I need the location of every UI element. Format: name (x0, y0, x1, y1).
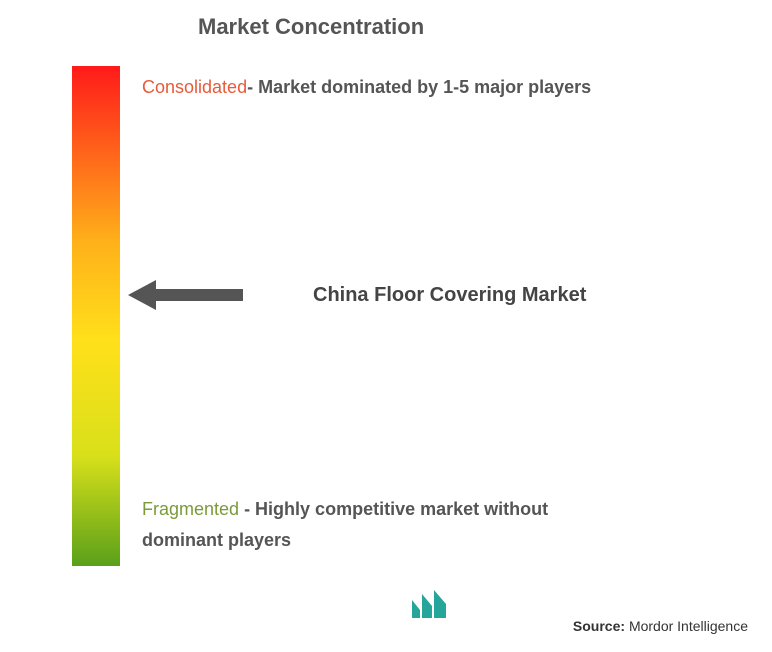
page-title: Market Concentration (198, 14, 424, 40)
fragmented-word: Fragmented (142, 499, 239, 519)
source-label: Source: (573, 618, 629, 634)
fragmented-label: Fragmented - Highly competitive market w… (142, 494, 592, 555)
source-value: Mordor Intelligence (629, 618, 748, 634)
arrow-left-icon (128, 276, 243, 314)
source-attribution: Source: Mordor Intelligence (573, 618, 748, 634)
consolidated-word: Consolidated (142, 77, 247, 97)
consolidated-desc: - Market dominated by 1-5 major players (247, 77, 591, 97)
mordor-logo-icon (410, 590, 450, 620)
market-name-label: China Floor Covering Market (313, 284, 586, 307)
consolidated-label: Consolidated- Market dominated by 1-5 ma… (142, 72, 591, 103)
market-pointer: China Floor Covering Market (128, 276, 586, 314)
concentration-gradient-bar (72, 66, 120, 566)
